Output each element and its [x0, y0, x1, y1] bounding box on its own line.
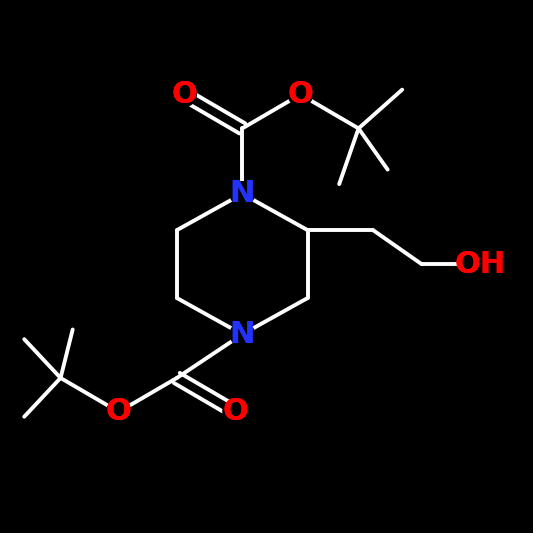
- Text: O: O: [287, 80, 313, 109]
- Circle shape: [223, 400, 247, 424]
- Text: O: O: [171, 80, 197, 109]
- Circle shape: [230, 322, 254, 346]
- Text: N: N: [230, 320, 255, 349]
- Text: O: O: [171, 80, 197, 109]
- Circle shape: [172, 83, 196, 107]
- Circle shape: [288, 83, 312, 107]
- Text: O: O: [222, 398, 248, 426]
- Circle shape: [230, 182, 254, 206]
- Bar: [458, 252, 502, 276]
- Text: OH: OH: [454, 249, 505, 279]
- Text: O: O: [106, 398, 132, 426]
- Circle shape: [107, 400, 131, 424]
- Text: O: O: [287, 80, 313, 109]
- Text: N: N: [230, 179, 255, 208]
- Text: OH: OH: [454, 249, 505, 279]
- Text: O: O: [106, 398, 132, 426]
- Text: N: N: [230, 320, 255, 349]
- Text: O: O: [222, 398, 248, 426]
- Text: N: N: [230, 179, 255, 208]
